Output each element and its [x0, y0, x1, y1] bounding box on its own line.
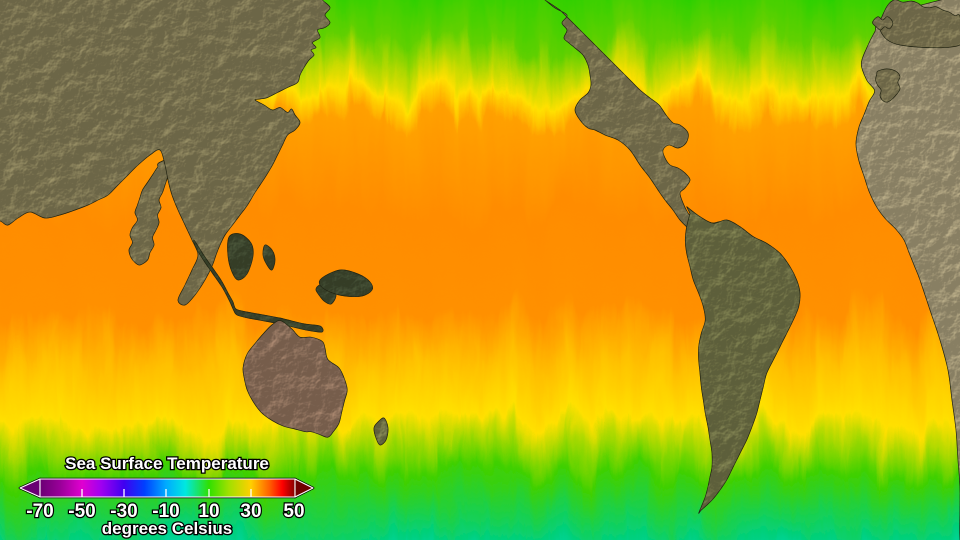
svg-text:Sea Surface Temperature: Sea Surface Temperature: [65, 454, 269, 473]
svg-text:-70: -70: [26, 501, 53, 522]
svg-text:50: 50: [283, 501, 304, 522]
svg-text:30: 30: [240, 501, 261, 522]
svg-text:-50: -50: [68, 501, 95, 522]
svg-text:degrees Celsius: degrees Celsius: [102, 519, 232, 538]
